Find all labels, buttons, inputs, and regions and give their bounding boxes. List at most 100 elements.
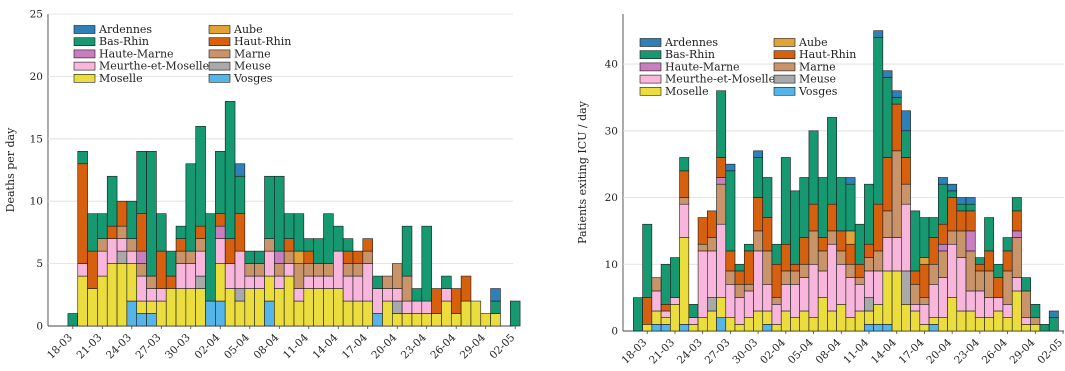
bar-meurthe-et-moselle xyxy=(771,304,782,325)
bar-vosges xyxy=(146,313,157,327)
bar-marne xyxy=(873,250,884,272)
bar-meurthe-et-moselle xyxy=(195,250,206,277)
bar-haut-rhin xyxy=(352,250,364,264)
bar-haut-rhin xyxy=(165,275,177,289)
bar-bas-rhin xyxy=(937,183,948,225)
bar-haut-rhin xyxy=(87,250,98,289)
y-tick-label: 0 xyxy=(36,321,43,333)
bar-bas-rhin xyxy=(195,126,206,227)
legend-swatch-haute-marne xyxy=(73,49,96,59)
bar-bas-rhin xyxy=(854,223,865,265)
bar-moselle xyxy=(460,300,472,327)
bar-vosges xyxy=(126,300,138,327)
bar-ardennes xyxy=(891,90,902,98)
bar-meurthe-et-moselle xyxy=(891,237,902,272)
y-tick-label: 10 xyxy=(30,196,43,208)
bar-bas-rhin xyxy=(799,177,810,238)
bar-vosges xyxy=(882,324,893,332)
bar-marne xyxy=(313,263,324,277)
bar-ardennes xyxy=(725,163,736,172)
bar-meurthe-et-moselle xyxy=(215,238,226,264)
x-tick-label: 14-04 xyxy=(869,336,899,366)
bar-bas-rhin xyxy=(642,223,653,298)
bar-moselle xyxy=(808,317,819,332)
bar-moselle xyxy=(362,300,373,327)
bar-marne xyxy=(762,250,773,285)
bar-moselle xyxy=(165,288,177,327)
bar-marne xyxy=(743,283,754,292)
bar-bas-rhin xyxy=(743,243,754,252)
bar-moselle xyxy=(827,310,837,332)
bar-meurthe-et-moselle xyxy=(274,275,285,289)
legend-label-meurthe-et-moselle: Meurthe-et-Moselle xyxy=(665,73,775,86)
legend-label-ardennes: Ardennes xyxy=(98,23,152,36)
bar-bas-rhin xyxy=(401,225,413,277)
bar-marne xyxy=(146,275,157,289)
x-tick-label: 18-03 xyxy=(619,337,649,367)
x-tick-label: 21-03 xyxy=(647,337,677,367)
bar-bas-rhin xyxy=(753,157,764,198)
bar-meurthe-et-moselle xyxy=(697,250,708,318)
x-tick-label: 18-03 xyxy=(45,332,75,362)
bar-meurthe-et-moselle xyxy=(136,275,147,302)
bar-marne xyxy=(725,270,736,285)
bar-moselle xyxy=(274,288,285,327)
bar-moselle xyxy=(234,300,246,327)
bar-moselle xyxy=(303,288,314,327)
bar-vosges xyxy=(864,324,874,332)
bar-moselle xyxy=(706,310,717,332)
bar-marne xyxy=(974,270,985,292)
bar-haut-rhin xyxy=(762,217,773,252)
bar-haut-rhin xyxy=(974,263,985,272)
bar-moselle xyxy=(716,297,727,318)
bar-haut-rhin xyxy=(106,225,118,239)
bar-meurthe-et-moselle xyxy=(956,257,967,312)
x-tick-label: 08-04 xyxy=(814,336,844,366)
bar-moselle xyxy=(352,300,364,327)
bar-meurthe-et-moselle xyxy=(313,275,324,289)
bar-ardennes xyxy=(1048,310,1059,318)
bar-meurthe-et-moselle xyxy=(283,263,295,277)
bar-ardennes xyxy=(901,110,911,132)
bar-bas-rhin xyxy=(77,150,88,165)
bar-bas-rhin xyxy=(633,297,643,332)
bar-bas-rhin xyxy=(947,190,958,198)
bar-bas-rhin xyxy=(421,225,432,302)
bar-moselle xyxy=(799,310,810,332)
bar-bas-rhin xyxy=(156,213,167,252)
bar-marne xyxy=(891,150,902,238)
bar-meurthe-et-moselle xyxy=(854,283,865,312)
y-tick-label: 20 xyxy=(30,71,43,83)
bar-moselle xyxy=(480,313,491,327)
bar-haut-rhin xyxy=(362,238,373,252)
bar-moselle xyxy=(146,300,157,314)
bar-haut-rhin xyxy=(965,210,976,232)
x-tick-label: 29-04 xyxy=(458,331,488,361)
bar-moselle xyxy=(882,270,893,325)
bar-moselle xyxy=(244,288,255,327)
bar-meurthe-et-moselle xyxy=(342,275,354,302)
bar-meurthe-et-moselle xyxy=(817,270,828,298)
bar-bas-rhin xyxy=(264,175,275,239)
bar-moselle xyxy=(817,297,828,332)
bar-meurthe-et-moselle xyxy=(688,317,699,325)
bar-marne xyxy=(882,210,893,238)
bar-vosges xyxy=(215,300,226,327)
bar-marne xyxy=(126,238,138,252)
bar-bas-rhin xyxy=(185,163,197,252)
bar-marne xyxy=(780,270,791,285)
bar-bas-rhin xyxy=(993,263,1004,278)
bar-moselle xyxy=(919,324,930,332)
x-tick-label: 02-05 xyxy=(487,332,517,362)
bar-vosges xyxy=(136,313,147,327)
bar-moselle xyxy=(845,317,856,332)
bar-haut-rhin xyxy=(984,250,995,272)
bar-meurthe-et-moselle xyxy=(185,263,197,289)
bar-bas-rhin xyxy=(716,90,727,158)
bar-bas-rhin xyxy=(274,175,285,252)
bar-bas-rhin xyxy=(670,257,680,298)
x-tick-label: 17-04 xyxy=(897,336,927,366)
bar-marne xyxy=(901,183,911,205)
bar-moselle xyxy=(697,317,708,332)
bar-bas-rhin xyxy=(873,37,884,205)
